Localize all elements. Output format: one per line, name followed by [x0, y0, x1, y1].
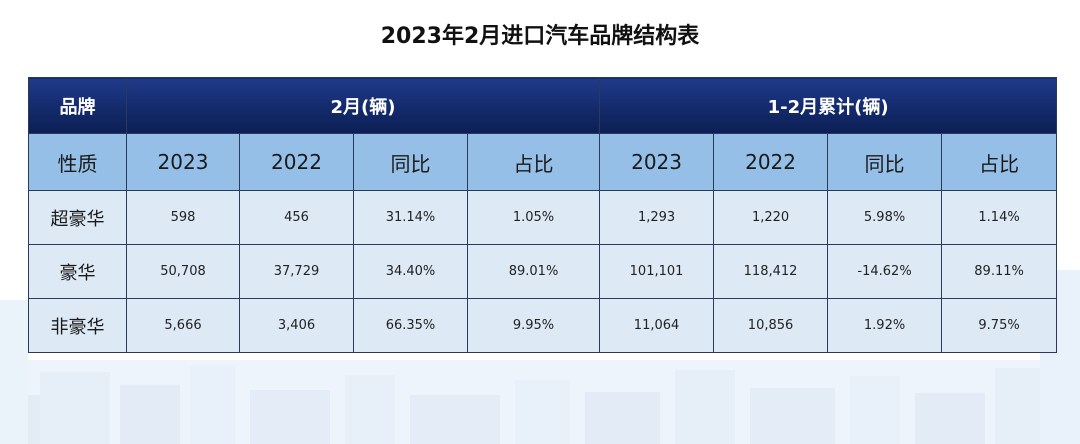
table-cell: 34.40% — [353, 244, 468, 299]
column-header: 同比 — [827, 133, 943, 191]
column-header: 同比 — [353, 133, 468, 191]
table-cell: 1,293 — [599, 190, 715, 245]
table-cell: 1.92% — [827, 298, 943, 353]
brand-header: 品牌 — [28, 77, 127, 134]
table-cell: 89.11% — [941, 244, 1058, 299]
cumulative-group-header: 1-2月累计(辆) — [599, 77, 1058, 134]
table-cell: 66.35% — [353, 298, 468, 353]
table-cell: 5.98% — [827, 190, 943, 245]
table-row: 非豪华 5,666 3,406 66.35% 9.95% 11,064 10,8… — [28, 298, 1058, 353]
column-header: 2022 — [239, 133, 354, 191]
table-cell: 456 — [239, 190, 354, 245]
table-row: 超豪华 598 456 31.14% 1.05% 1,293 1,220 5.9… — [28, 190, 1058, 245]
table-cell: 9.75% — [941, 298, 1058, 353]
table-cell: 118,412 — [713, 244, 829, 299]
table-cell: 50,708 — [126, 244, 240, 299]
table-cell: 11,064 — [599, 298, 715, 353]
table-cell: 37,729 — [239, 244, 354, 299]
page-title: 2023年2月进口汽车品牌结构表 — [380, 24, 700, 49]
row-label: 豪华 — [28, 244, 127, 299]
table-row: 豪华 50,708 37,729 34.40% 89.01% 101,101 1… — [28, 244, 1058, 299]
row-label: 超豪华 — [28, 190, 127, 245]
table-cell: 3,406 — [239, 298, 354, 353]
table-cell: 598 — [126, 190, 240, 245]
table-cell: 10,856 — [713, 298, 829, 353]
feb-group-header: 2月(辆) — [125, 77, 601, 134]
table-cell: 1.05% — [466, 190, 601, 245]
table-header-row: 品牌 2月(辆) 1-2月累计(辆) — [28, 77, 1058, 134]
table-cell: -14.62% — [827, 244, 943, 299]
nature-header: 性质 — [28, 133, 127, 191]
table-cell: 9.95% — [466, 298, 601, 353]
table-cell: 101,101 — [599, 244, 715, 299]
column-header: 2023 — [126, 133, 240, 191]
table-cell: 1.14% — [941, 190, 1058, 245]
table-cell: 89.01% — [466, 244, 601, 299]
brand-structure-table: 品牌 2月(辆) 1-2月累计(辆) 性质 2023 2022 同比 占比 20… — [28, 77, 1058, 353]
table-cell: 31.14% — [353, 190, 468, 245]
table-cell: 1,220 — [713, 190, 829, 245]
table-cell: 5,666 — [126, 298, 240, 353]
table-subheader-row: 性质 2023 2022 同比 占比 2023 2022 同比 占比 — [28, 133, 1058, 191]
row-label: 非豪华 — [28, 298, 127, 353]
column-header: 占比 — [466, 133, 601, 191]
column-header: 占比 — [941, 133, 1058, 191]
column-header: 2023 — [599, 133, 715, 191]
column-header: 2022 — [713, 133, 829, 191]
